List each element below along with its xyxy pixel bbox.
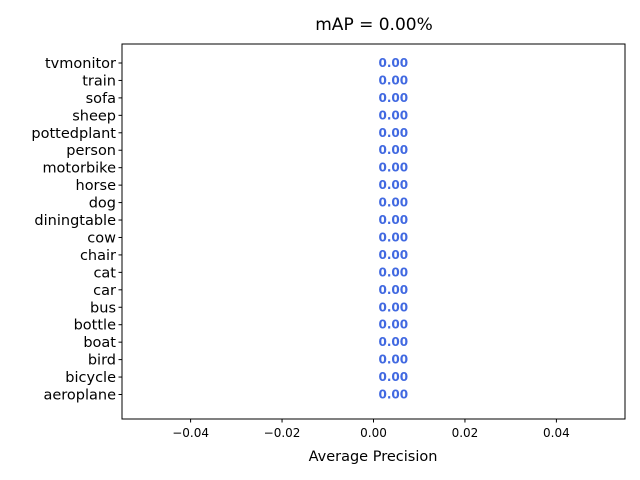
value-label-bird: 0.00 <box>379 353 409 367</box>
value-label-cow: 0.00 <box>379 230 409 244</box>
y-tick-label-bottle: bottle <box>74 318 116 334</box>
value-label-person: 0.00 <box>379 143 409 157</box>
x-tick-label-1: −0.02 <box>264 426 301 440</box>
y-tick-label-aeroplane: aeroplane <box>43 388 116 404</box>
value-label-bicycle: 0.00 <box>379 370 409 384</box>
value-label-boat: 0.00 <box>379 335 409 349</box>
plot-frame <box>121 43 626 420</box>
x-tick-label-3: 0.02 <box>452 426 479 440</box>
y-tick-label-dog: dog <box>89 196 116 212</box>
y-tick-label-car: car <box>93 283 116 299</box>
value-label-diningtable: 0.00 <box>379 213 409 227</box>
y-tick-label-sofa: sofa <box>86 91 116 107</box>
chart-title: mAP = 0.00% <box>315 15 433 35</box>
value-label-pottedplant: 0.00 <box>379 126 409 140</box>
y-tick-label-bicycle: bicycle <box>65 370 116 386</box>
y-tick-label-bird: bird <box>88 353 116 369</box>
x-tick-label-4: 0.04 <box>543 426 570 440</box>
y-tick-label-cat: cat <box>93 265 116 281</box>
y-tick-label-tvmonitor: tvmonitor <box>45 56 116 72</box>
x-tick-label-0: −0.04 <box>172 426 209 440</box>
y-tick-label-cow: cow <box>87 230 116 246</box>
y-tick-label-person: person <box>66 143 116 159</box>
value-label-aeroplane: 0.00 <box>379 388 409 402</box>
value-label-car: 0.00 <box>379 283 409 297</box>
y-tick-label-boat: boat <box>83 335 116 351</box>
value-label-cat: 0.00 <box>379 265 409 279</box>
y-tick-label-motorbike: motorbike <box>42 161 116 177</box>
y-tick-label-bus: bus <box>90 300 116 316</box>
y-tick-label-chair: chair <box>80 248 116 264</box>
y-tick-label-train: train <box>82 73 116 89</box>
x-tick-label-2: 0.00 <box>360 426 387 440</box>
y-tick-label-diningtable: diningtable <box>34 213 116 229</box>
value-label-chair: 0.00 <box>379 248 409 262</box>
value-label-bus: 0.00 <box>379 300 409 314</box>
plot-area: aeroplane 0.00 bicycle 0.00 bird 0.00 boat 0.00… <box>31 43 626 440</box>
value-label-tvmonitor: 0.00 <box>379 56 409 70</box>
value-label-sofa: 0.00 <box>379 91 409 105</box>
value-label-train: 0.00 <box>379 73 409 87</box>
value-label-bottle: 0.00 <box>379 318 409 332</box>
x-axis-label: Average Precision <box>309 449 438 465</box>
value-label-horse: 0.00 <box>379 178 409 192</box>
value-label-dog: 0.00 <box>379 196 409 210</box>
y-tick-label-horse: horse <box>76 178 117 194</box>
value-label-sheep: 0.00 <box>379 108 409 122</box>
value-label-motorbike: 0.00 <box>379 161 409 175</box>
y-tick-label-sheep: sheep <box>72 108 116 124</box>
y-tick-label-pottedplant: pottedplant <box>31 126 116 142</box>
